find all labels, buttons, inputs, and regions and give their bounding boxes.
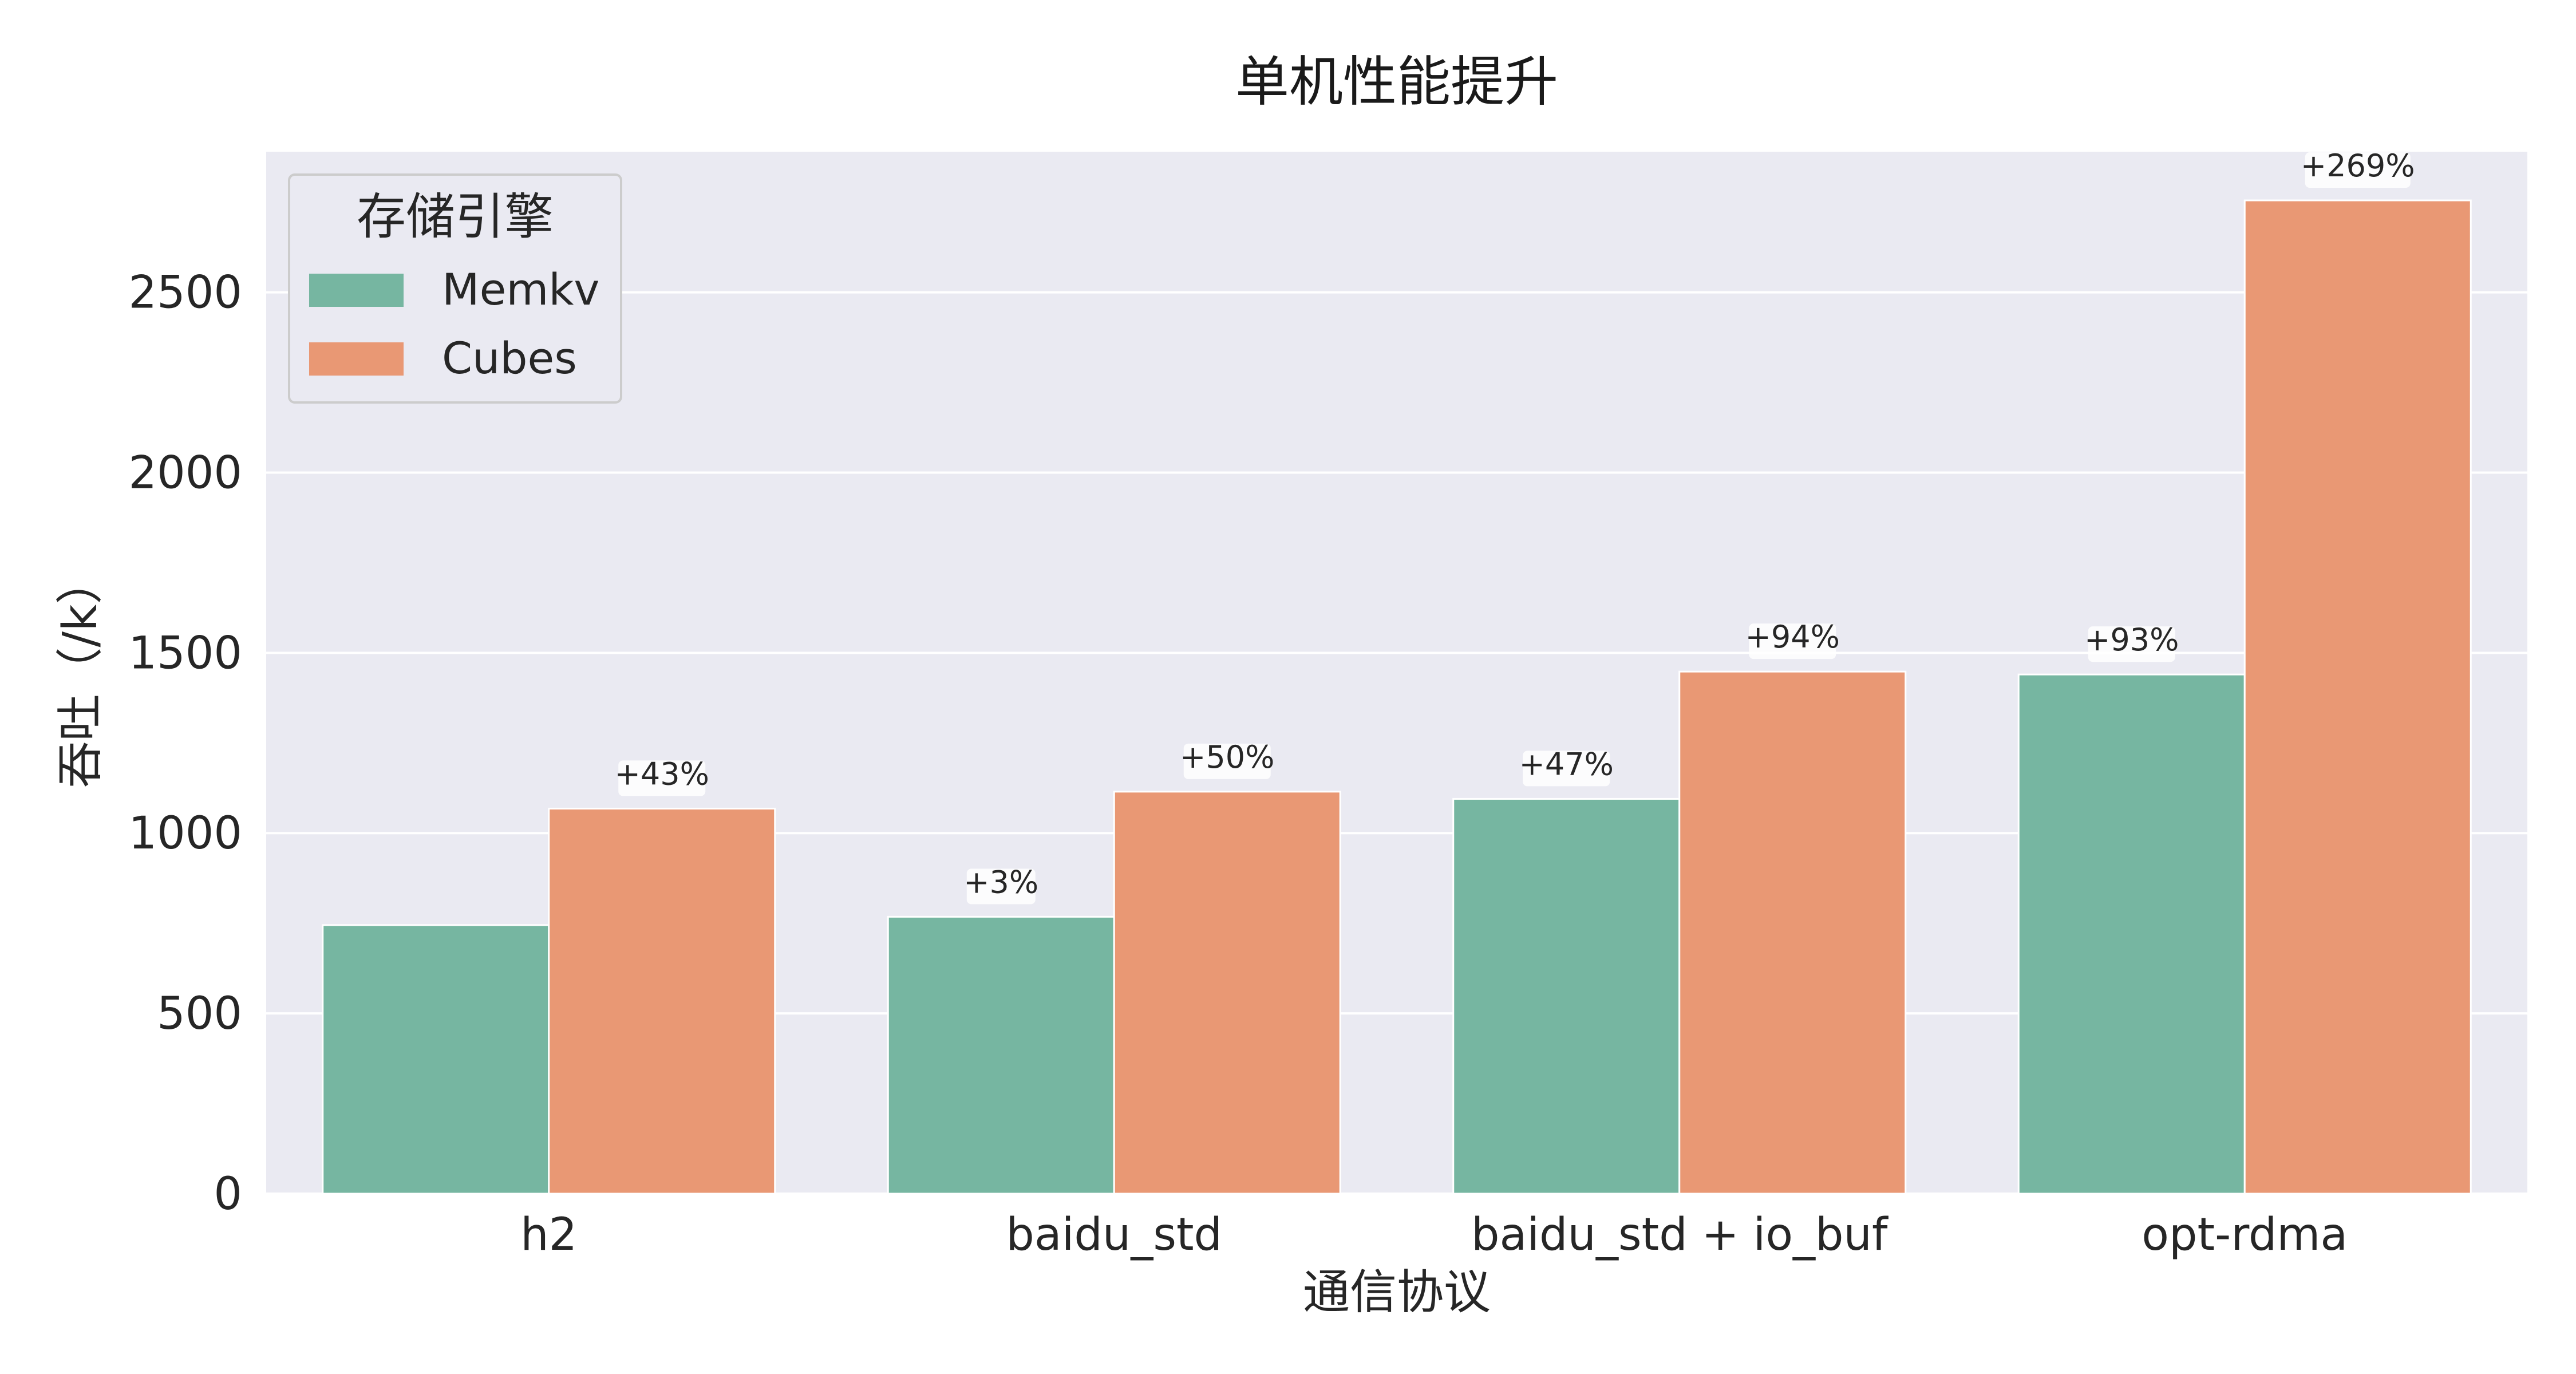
legend: 存储引擎 Memkv Cubes <box>288 173 622 404</box>
y-axis-label: 吞吐（/k） <box>53 557 108 788</box>
data-label-bg <box>1749 623 1836 660</box>
bar-cubes-2 <box>1678 670 1907 1195</box>
legend-swatch-memkv <box>309 274 404 307</box>
legend-swatch-cubes <box>309 342 404 376</box>
y-tick-label: 2000 <box>128 447 242 499</box>
data-label-bg <box>2305 152 2411 188</box>
bars <box>322 199 2472 1195</box>
bar-cubes-0 <box>548 807 776 1195</box>
bar-cubes-3 <box>2243 199 2472 1195</box>
data-label: +94% <box>1745 619 1840 655</box>
x-axis-label: 通信协议 <box>1303 1265 1491 1320</box>
data-label-bg <box>618 760 706 796</box>
data-label-bg <box>1183 743 1271 779</box>
legend-title: 存储引擎 <box>357 188 554 246</box>
data-label: +93% <box>2084 622 2179 658</box>
y-tick-label: 500 <box>157 988 242 1040</box>
data-labels: +43% +3% +50% +47% +94% +93% +269% <box>615 148 2415 905</box>
data-label: +3% <box>963 864 1038 900</box>
bar-memkv-1 <box>887 915 1115 1195</box>
y-tick-label: 2500 <box>128 267 242 319</box>
bar-cubes-1 <box>1113 791 1341 1195</box>
chart-title: 单机性能提升 <box>1235 51 1558 113</box>
bar-memkv-3 <box>2017 673 2246 1195</box>
y-tick-label: 0 <box>214 1168 242 1220</box>
data-label: +269% <box>2301 148 2415 184</box>
x-tick-label: opt-rdma <box>2142 1209 2348 1261</box>
data-label: +43% <box>615 756 709 792</box>
y-tick-label: 1500 <box>128 627 242 679</box>
data-label: +47% <box>1519 746 1614 782</box>
bar-memkv-0 <box>322 924 550 1195</box>
data-label-bg <box>1523 751 1610 787</box>
x-tick-label: baidu_std + io_buf <box>1471 1209 1888 1261</box>
data-label-bg <box>966 868 1036 905</box>
x-tick-label: h2 <box>520 1209 577 1261</box>
x-axis-ticks: h2 baidu_std baidu_std + io_buf opt-rdma <box>520 1209 2348 1261</box>
y-tick-label: 1000 <box>128 808 242 859</box>
data-label-bg <box>2088 626 2175 662</box>
legend-entry-memkv: Memkv <box>442 264 599 315</box>
data-label: +50% <box>1180 739 1274 775</box>
x-tick-label: baidu_std <box>1006 1209 1222 1261</box>
y-axis-ticks: 0 500 1000 1500 2000 2500 <box>128 267 242 1220</box>
legend-entry-cubes: Cubes <box>442 333 577 384</box>
bar-memkv-2 <box>1452 797 1681 1195</box>
